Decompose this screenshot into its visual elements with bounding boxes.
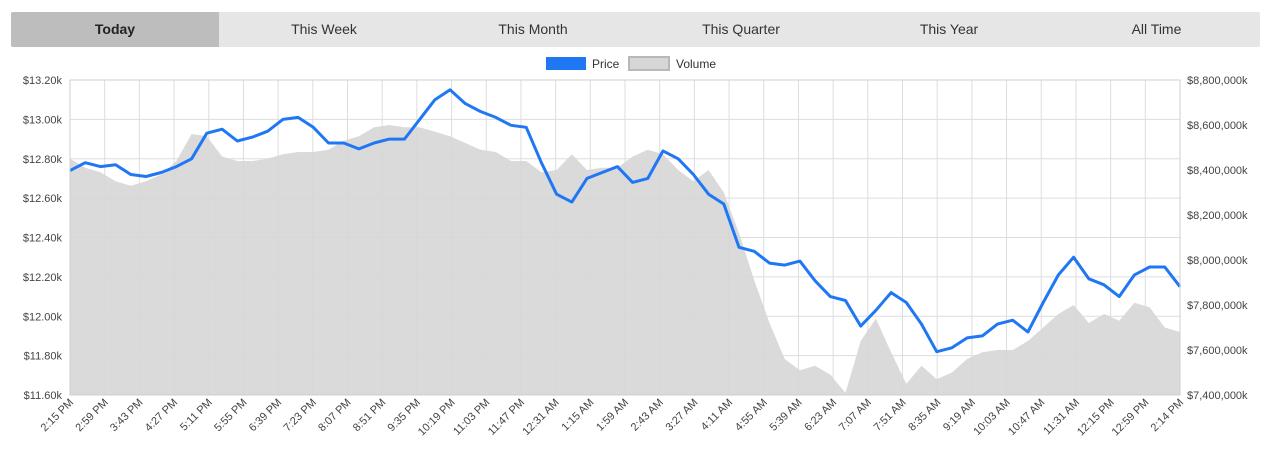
x-tick-label: 5:11 PM xyxy=(178,397,215,434)
y-right-tick-label: $8,400,000k xyxy=(1187,165,1248,177)
y-right-tick-label: $8,600,000k xyxy=(1187,120,1248,132)
tab-this-quarter[interactable]: This Quarter xyxy=(702,21,780,37)
x-tick-label: 5:55 PM xyxy=(212,397,249,434)
tab-this-week[interactable]: This Week xyxy=(291,21,357,37)
y-left-tick-label: $13.00k xyxy=(23,114,63,126)
x-tick-label: 1:15 AM xyxy=(559,397,596,434)
x-tick-label: 10:03 AM xyxy=(971,397,1012,438)
y-right-tick-label: $8,800,000k xyxy=(1187,75,1248,87)
legend-label-price: Price xyxy=(592,57,620,71)
tab-this-month[interactable]: This Month xyxy=(498,21,568,37)
y-left-tick-label: $12.00k xyxy=(23,311,63,323)
x-tick-label: 8:35 AM xyxy=(906,397,943,434)
tab-today[interactable]: Today xyxy=(11,12,219,47)
y-left-tick-label: $13.20k xyxy=(23,75,63,87)
tab-this-year[interactable]: This Year xyxy=(919,21,979,37)
x-tick-label: 8:51 PM xyxy=(351,397,388,434)
y-right-tick-label: $7,800,000k xyxy=(1187,300,1248,312)
x-tick-label: 1:59 AM xyxy=(594,397,631,434)
x-tick-label: 2:15 PM xyxy=(39,397,76,434)
y-left-tick-label: $11.80k xyxy=(24,351,63,363)
volume-area xyxy=(70,125,1180,395)
x-tick-label: 2:14 PM xyxy=(1149,397,1186,434)
x-tick-label: 2:43 AM xyxy=(629,397,666,434)
y-right-tick-label: $8,200,000k xyxy=(1187,210,1248,222)
x-tick-label: 7:23 PM xyxy=(281,397,318,434)
x-tick-label: 10:47 AM xyxy=(1006,397,1047,438)
x-tick-label: 10:19 PM xyxy=(416,397,458,439)
y-right-tick-label: $7,600,000k xyxy=(1187,345,1248,357)
y-right-tick-label: $7,400,000k xyxy=(1187,390,1248,402)
tab-all-time[interactable]: All Time xyxy=(1131,21,1182,37)
legend-label-volume: Volume xyxy=(676,57,716,71)
x-tick-label: 8:07 PM xyxy=(316,397,353,434)
y-left-tick-label: $12.80k xyxy=(23,154,63,166)
x-tick-label: 4:27 PM xyxy=(143,397,180,434)
legend-swatch-volume xyxy=(628,56,670,71)
y-left-tick-label: $12.40k xyxy=(23,233,63,245)
x-tick-label: 4:11 AM xyxy=(699,397,735,433)
price-volume-chart: $11.60k $11.80k $12.00k $12.20k $12.40k $12.6… xyxy=(23,56,1248,439)
x-tick-label: 7:51 AM xyxy=(872,397,909,434)
price-line xyxy=(69,88,1182,354)
x-tick-label: 7:07 AM xyxy=(837,397,874,434)
legend-swatch-price xyxy=(546,57,586,70)
plot-frame xyxy=(69,79,1181,396)
x-tick-label: 6:23 AM xyxy=(802,397,839,434)
x-tick-label: 12:31 AM xyxy=(520,397,561,438)
x-tick-label: 11:47 PM xyxy=(486,397,527,438)
timeframe-tabs: Today This Week This Month This Quarter This… xyxy=(11,12,1260,47)
x-tick-label: 4:55 AM xyxy=(733,397,770,434)
x-tick-label: 11:03 PM xyxy=(451,397,492,438)
y-left-tick-label: $12.60k xyxy=(23,193,63,205)
y-right-tick-label: $8,000,000k xyxy=(1187,255,1248,267)
x-tick-label: 3:43 PM xyxy=(108,397,145,434)
x-tick-label: 6:39 PM xyxy=(247,397,284,434)
x-tick-label: 12:59 PM xyxy=(1110,397,1152,439)
y-left-tick-label: $12.20k xyxy=(23,272,63,284)
x-tick-label: 2:59 PM xyxy=(73,397,110,434)
y-left-tick-label: $11.60k xyxy=(24,390,63,402)
x-tick-label: 5:39 AM xyxy=(768,397,805,434)
x-tick-label: 3:27 AM xyxy=(663,397,700,434)
